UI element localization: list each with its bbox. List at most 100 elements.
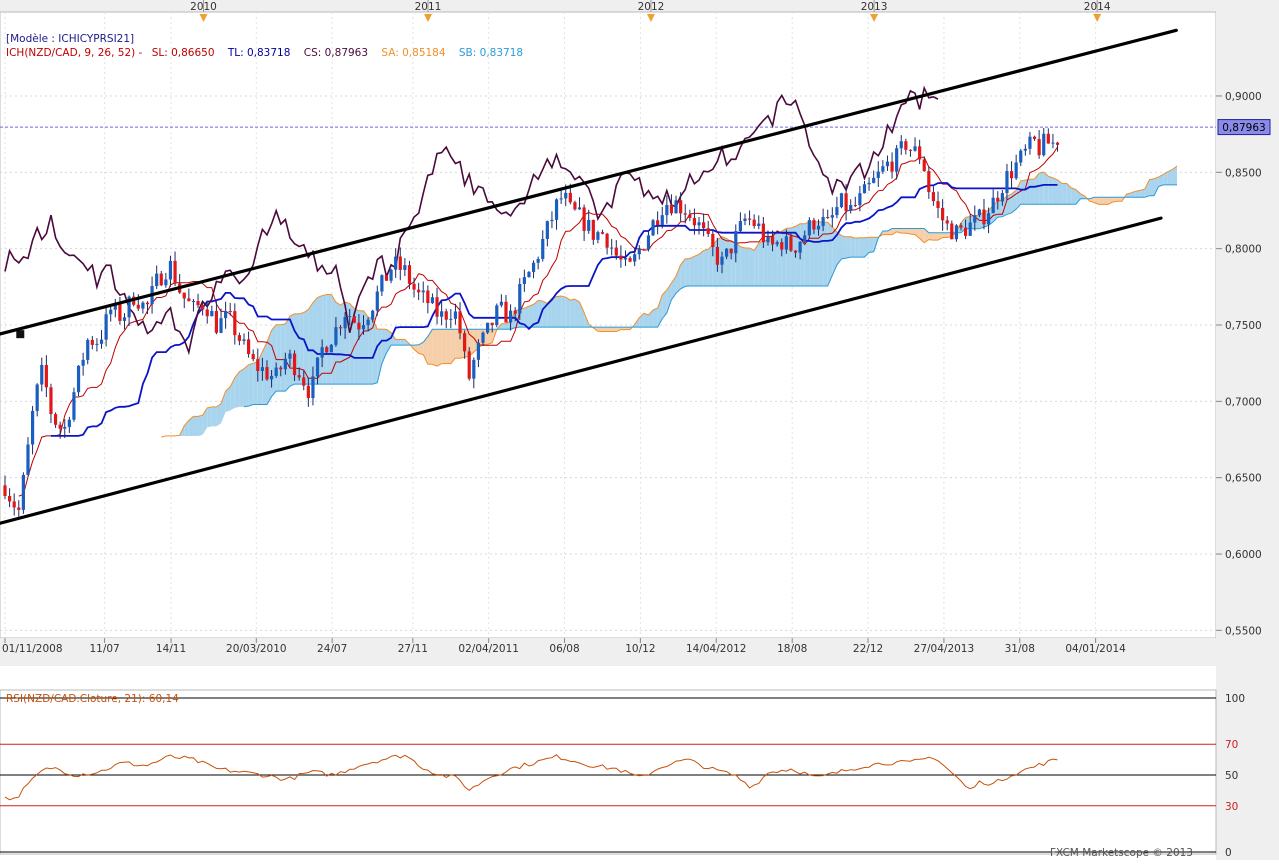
candle-bull [798, 241, 802, 253]
legend-ich: ICH(NZD/CAD, 9, 26, 52) - [6, 47, 143, 59]
candle-bull [67, 419, 71, 427]
candle-bear [201, 305, 205, 310]
y-tick-label: 0,7500 [1225, 320, 1262, 332]
kumo-segment [1158, 174, 1164, 187]
candle-bull [858, 193, 862, 206]
candle-bear [384, 275, 389, 281]
year-marker-arrow [1093, 14, 1102, 22]
candle-bull [1042, 133, 1046, 156]
x-tick-label: 01/11/2008 [2, 643, 63, 655]
senkou-span-b-line [243, 184, 1177, 408]
candle-bear [173, 260, 177, 284]
kumo-segment [216, 403, 222, 427]
candle-bull [536, 258, 540, 263]
kumo-segment [322, 294, 327, 385]
candle-bear [251, 354, 255, 360]
x-tick-label: 10/12 [625, 643, 655, 655]
kumo-segment [262, 342, 267, 405]
candle-bear [205, 309, 209, 317]
candle-bull [577, 207, 582, 210]
kumo-segment [703, 249, 709, 287]
kumo-segment [657, 294, 663, 328]
candle-bear [683, 213, 687, 215]
candle-bull [724, 248, 729, 257]
kumo-segment [850, 236, 856, 258]
kumo-segment [446, 329, 451, 364]
kumo-segment [1052, 177, 1058, 205]
candle-bear [233, 311, 237, 336]
candle-bear [642, 249, 646, 251]
kumo-segment [276, 324, 281, 392]
candle-bear [747, 218, 752, 220]
candle-bear [159, 273, 163, 286]
x-tick-label: 22/12 [853, 643, 883, 655]
candle-bull [743, 218, 747, 222]
x-tick-label: 27/11 [398, 643, 428, 655]
candle-bear [412, 283, 416, 290]
candle-bull [697, 222, 701, 226]
kumo-segment [574, 299, 580, 328]
candle-bear [279, 367, 283, 370]
y-tick-label: 0,6500 [1225, 473, 1262, 485]
candle-bear [513, 310, 517, 314]
candle-bull [109, 309, 113, 315]
candle-bull [559, 198, 563, 200]
candle-bull [757, 223, 761, 226]
candle-bull [550, 219, 554, 222]
candle-bull [361, 325, 366, 330]
model-label: [Modèle : ICHICYPRSI21] [6, 33, 134, 45]
kumo-segment [1172, 165, 1178, 185]
year-label: 2013 [861, 1, 888, 13]
candle-bull [371, 310, 375, 320]
candle-bear [568, 192, 572, 203]
chikou-line [4, 85, 939, 356]
candle-bear [931, 192, 936, 202]
kumo-segment [1149, 178, 1155, 196]
current-price-tag: 0,87963 [1217, 119, 1271, 136]
kumo-segment [211, 406, 217, 427]
rsi-level-label: 100 [1225, 693, 1245, 705]
kumo-segment [1154, 176, 1159, 196]
rsi-level-label: 0 [1225, 847, 1232, 859]
candle-bull [587, 219, 591, 231]
candle-bull [320, 347, 324, 358]
trend-channel[interactable] [0, 28, 1178, 525]
kumo-segment [326, 294, 332, 385]
kumo-segment [1103, 197, 1109, 205]
date-axis [0, 638, 1216, 666]
candle-bear [844, 193, 848, 211]
kumo-segment [285, 316, 290, 392]
kumo-segment [570, 299, 575, 328]
kumo-segment [901, 228, 906, 234]
rsi-level-label: 70 [1225, 739, 1238, 751]
channel-line-lower[interactable] [0, 216, 1163, 525]
candle-bear [118, 303, 122, 321]
kumo-segment [666, 283, 672, 313]
candle-bear [692, 217, 697, 226]
year-marker-arrow [646, 14, 655, 22]
kumo-segment [836, 231, 842, 265]
candle-bull [99, 339, 104, 344]
channel-line-upper[interactable] [0, 28, 1178, 336]
kumo-segment [487, 329, 493, 345]
x-tick-label: 04/01/2014 [1065, 643, 1126, 655]
line-start-handle [16, 330, 25, 339]
kumo-segment [602, 327, 608, 332]
kumo-segment [400, 339, 405, 346]
candle-bull [766, 236, 770, 243]
candle-bear [729, 248, 733, 254]
candle-bull [155, 273, 159, 287]
candle-bear [918, 146, 922, 160]
candle-bear [1037, 139, 1041, 156]
candle-bear [292, 353, 297, 376]
x-tick-label: 11/07 [89, 643, 119, 655]
candle-bull [1005, 171, 1009, 194]
candle-bear [306, 385, 310, 399]
candle-bull [72, 392, 76, 420]
kumo-segment [528, 304, 534, 328]
candle-bull [449, 318, 453, 320]
kumo-segment [335, 302, 341, 385]
current-price-label: 0,87963 [1222, 122, 1265, 134]
candle-bear [628, 258, 632, 262]
